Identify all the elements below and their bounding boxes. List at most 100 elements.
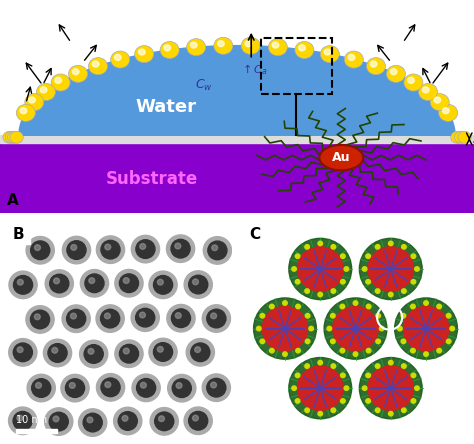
Circle shape (245, 41, 252, 47)
Circle shape (175, 313, 181, 318)
Text: 1 nm: 1 nm (251, 416, 276, 426)
Circle shape (132, 374, 160, 402)
Circle shape (256, 326, 261, 331)
Circle shape (192, 279, 199, 285)
Circle shape (207, 378, 226, 397)
Circle shape (415, 386, 419, 390)
Circle shape (73, 69, 79, 75)
Circle shape (305, 313, 310, 318)
Circle shape (439, 104, 458, 121)
Circle shape (330, 313, 335, 318)
Circle shape (362, 386, 367, 390)
Circle shape (331, 408, 336, 412)
Circle shape (318, 361, 322, 365)
Circle shape (16, 104, 35, 121)
Circle shape (408, 77, 414, 83)
Circle shape (89, 278, 95, 284)
Circle shape (295, 399, 300, 403)
Circle shape (208, 241, 227, 260)
Circle shape (415, 267, 419, 271)
Circle shape (138, 49, 145, 55)
Circle shape (344, 386, 349, 390)
Circle shape (119, 345, 138, 363)
Circle shape (140, 382, 146, 388)
Circle shape (333, 306, 378, 351)
Text: $\uparrow C_a$: $\uparrow C_a$ (240, 62, 267, 77)
Circle shape (370, 61, 377, 67)
Circle shape (184, 407, 212, 435)
Circle shape (187, 39, 206, 56)
Circle shape (375, 289, 380, 293)
Circle shape (45, 270, 73, 297)
Circle shape (324, 49, 331, 55)
Circle shape (389, 412, 393, 416)
Circle shape (359, 357, 422, 419)
Circle shape (299, 45, 305, 51)
Circle shape (331, 245, 336, 249)
Circle shape (150, 408, 178, 435)
Circle shape (157, 279, 164, 285)
Circle shape (101, 378, 120, 396)
Circle shape (83, 413, 102, 432)
Circle shape (36, 382, 41, 388)
Circle shape (401, 364, 406, 368)
Circle shape (44, 339, 72, 367)
Circle shape (366, 304, 371, 309)
Circle shape (366, 349, 371, 353)
Circle shape (410, 304, 415, 309)
Circle shape (366, 58, 385, 75)
Circle shape (270, 304, 274, 309)
Circle shape (368, 366, 413, 410)
Bar (7, 222, 30, 244)
Circle shape (166, 235, 195, 262)
Circle shape (155, 412, 174, 431)
Circle shape (61, 374, 89, 402)
Circle shape (140, 243, 146, 249)
Circle shape (296, 349, 301, 353)
Circle shape (55, 77, 62, 83)
Circle shape (283, 301, 287, 305)
Circle shape (149, 271, 177, 299)
Circle shape (341, 399, 345, 403)
Text: $l$: $l$ (472, 133, 474, 145)
Circle shape (67, 241, 86, 259)
Circle shape (443, 108, 449, 114)
Circle shape (366, 373, 370, 377)
Text: Substrate: Substrate (106, 170, 198, 188)
Circle shape (92, 61, 99, 67)
Circle shape (96, 305, 124, 333)
Circle shape (379, 326, 384, 331)
Circle shape (295, 373, 300, 377)
Circle shape (149, 338, 177, 366)
Circle shape (309, 326, 313, 331)
Text: B: B (13, 226, 24, 242)
Bar (261, 38, 332, 94)
Circle shape (49, 412, 68, 431)
Circle shape (203, 237, 231, 264)
Circle shape (160, 41, 179, 59)
Circle shape (341, 254, 345, 258)
Circle shape (210, 382, 217, 388)
Circle shape (401, 408, 406, 412)
Circle shape (26, 306, 54, 333)
Circle shape (386, 65, 405, 83)
Circle shape (31, 241, 50, 260)
Circle shape (115, 340, 143, 368)
Circle shape (401, 245, 406, 249)
Circle shape (136, 240, 155, 258)
Circle shape (430, 94, 449, 111)
Circle shape (17, 415, 23, 421)
Circle shape (450, 326, 455, 331)
Circle shape (122, 416, 128, 421)
Circle shape (210, 313, 217, 319)
Circle shape (5, 131, 18, 143)
Circle shape (63, 236, 91, 264)
Circle shape (389, 292, 393, 297)
Circle shape (434, 97, 441, 103)
Circle shape (305, 408, 310, 412)
Circle shape (376, 339, 381, 344)
Circle shape (254, 298, 316, 359)
Circle shape (447, 313, 451, 318)
Bar (244, 222, 267, 244)
Circle shape (81, 270, 109, 297)
